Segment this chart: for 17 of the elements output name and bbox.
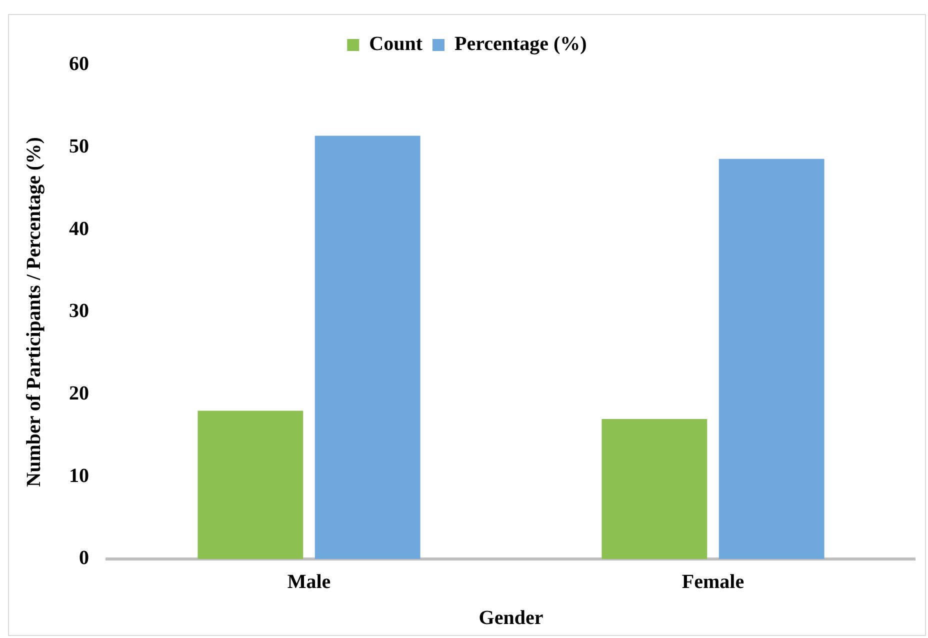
legend-label: Count	[369, 33, 423, 56]
y-tick-label: 50	[69, 136, 89, 158]
y-tick-label: 60	[69, 53, 89, 76]
y-tick-label: 0	[79, 547, 89, 570]
y-tick-label: 10	[69, 464, 89, 487]
x-tick-label: Male	[287, 571, 331, 594]
legend-label: Percentage (%)	[454, 33, 587, 56]
bar	[198, 410, 304, 559]
x-tick-label: Female	[682, 571, 744, 594]
y-tick-label: 30	[69, 300, 89, 322]
y-tick-label: 40	[69, 218, 89, 240]
x-axis-title: Gender	[478, 607, 544, 630]
y-axis-title: Number of Participants / Percentage (%)	[23, 137, 46, 487]
bar	[602, 419, 708, 559]
bar	[314, 136, 420, 559]
bar	[718, 158, 824, 559]
y-tick-label: 20	[69, 382, 89, 405]
